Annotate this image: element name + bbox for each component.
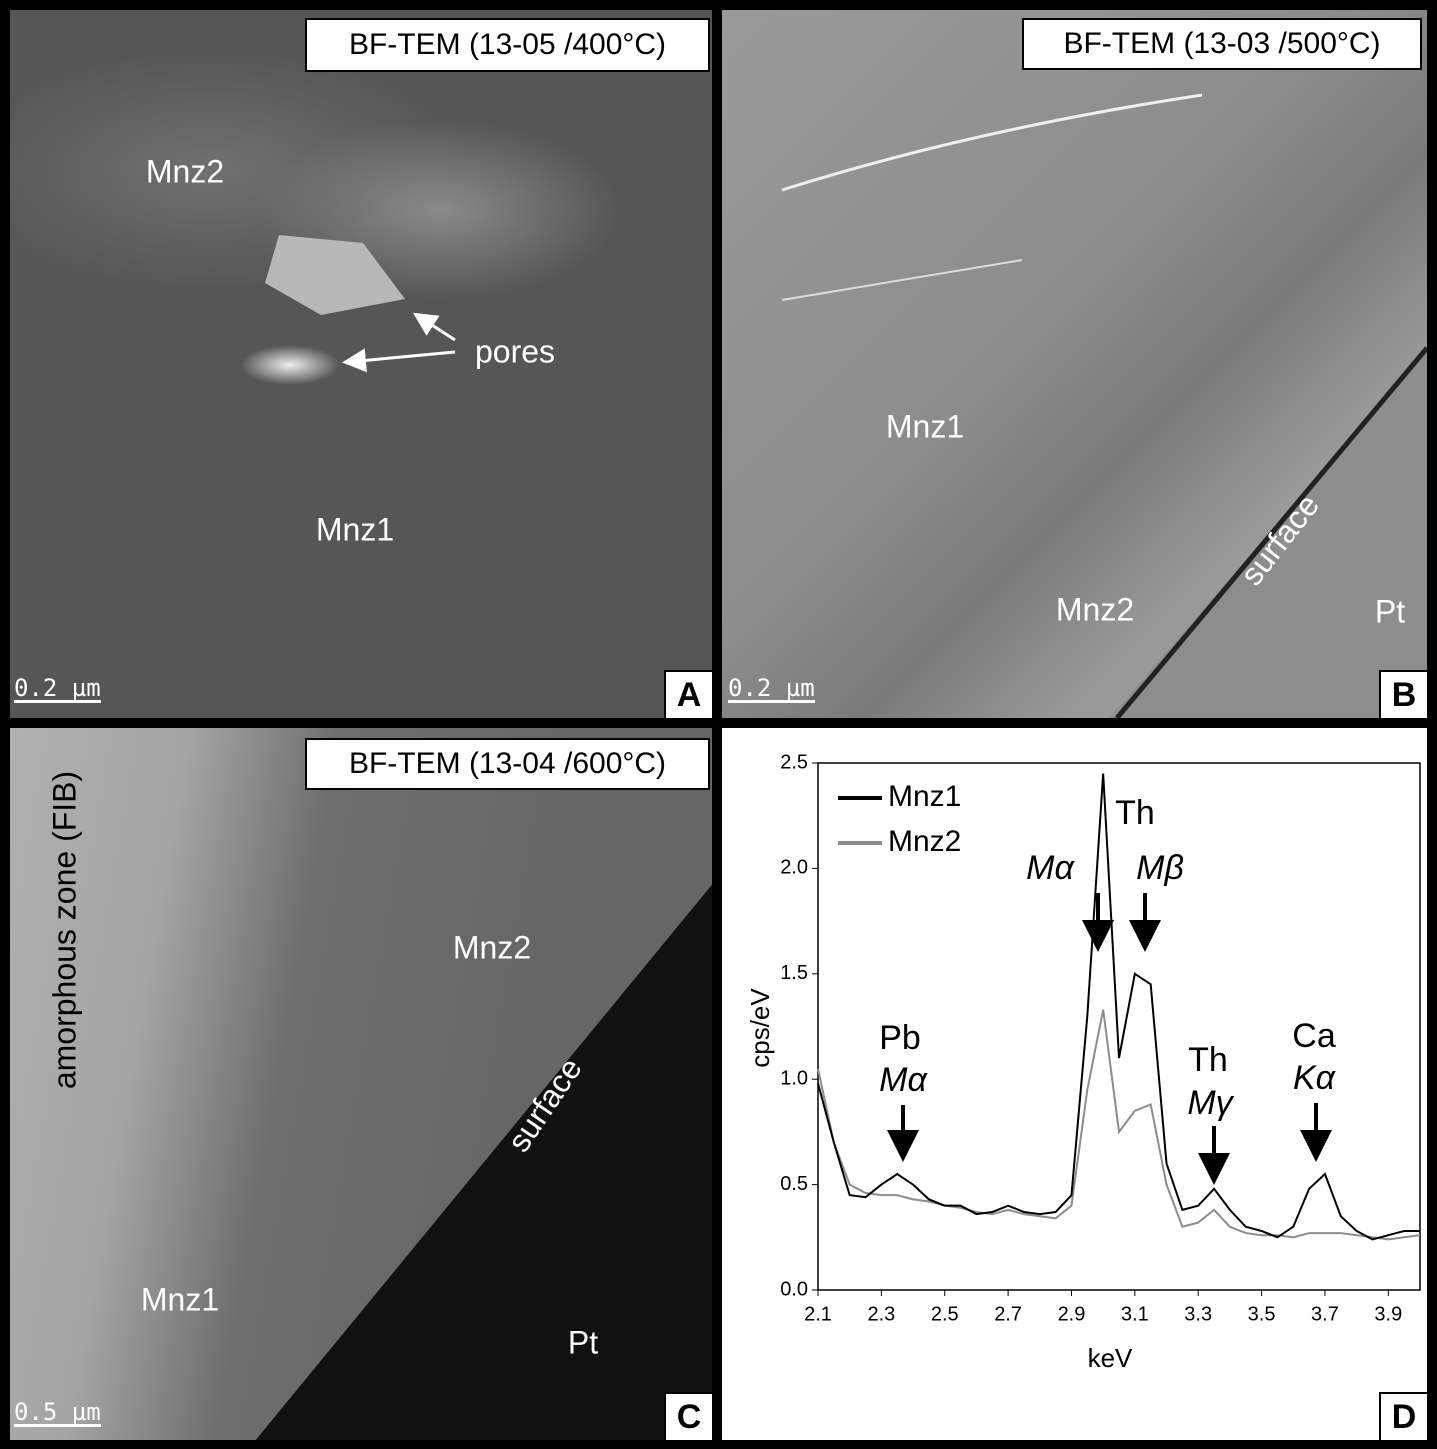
y-tick-label: 2.5	[780, 751, 808, 773]
x-tick-label: 2.7	[994, 1303, 1022, 1325]
phase-label: pores	[475, 334, 555, 371]
x-tick-label: 3.3	[1184, 1303, 1212, 1325]
scale-bar: 0.5 µm	[14, 1400, 101, 1427]
x-tick-label: 2.9	[1058, 1303, 1086, 1325]
panel-letter: D	[1379, 1392, 1427, 1440]
panel-letter: C	[664, 1392, 712, 1440]
phase-label: Mnz1	[316, 512, 394, 549]
annotation: Mγ	[1187, 1084, 1234, 1122]
annotation: Pb	[879, 1019, 921, 1057]
x-tick-label: 3.7	[1311, 1303, 1339, 1325]
annotation: Mα	[879, 1061, 928, 1099]
phase-label: Mnz1	[886, 409, 964, 446]
phase-label: Pt	[1375, 594, 1405, 631]
phase-label: Mnz1	[141, 1282, 219, 1319]
panel-a: BF-TEM (13-05 /400°C) Mnz2 pores Mnz1 0.…	[10, 10, 712, 718]
arrows	[10, 10, 712, 718]
y-axis-label: cps/eV	[745, 988, 775, 1068]
y-tick-label: 0.0	[780, 1278, 808, 1300]
figure: BF-TEM (13-05 /400°C) Mnz2 pores Mnz1 0.…	[0, 0, 1437, 1449]
chart: keV cps/eV 0.0 0.5 1.0 1.5 2.0 2.5 2.1 2.3 2.5 2.…	[722, 728, 1427, 1440]
caption: BF-TEM (13-05 /400°C)	[305, 18, 710, 72]
legend-label: Mnz2	[888, 825, 961, 858]
phase-label: Pt	[568, 1325, 598, 1362]
x-tick-label: 2.3	[867, 1303, 895, 1325]
panel-letter: A	[664, 670, 712, 718]
x-tick-label: 3.5	[1248, 1303, 1276, 1325]
y-tick-label: 2.0	[780, 857, 808, 879]
phase-label: Mnz2	[1056, 592, 1134, 629]
legend-label: Mnz1	[888, 780, 961, 813]
annotation: Kα	[1293, 1059, 1337, 1097]
x-tick-label: 3.1	[1121, 1303, 1149, 1325]
caption: BF-TEM (13-04 /600°C)	[305, 738, 710, 790]
scale-bar: 0.2 µm	[728, 676, 815, 703]
pt-region	[10, 728, 712, 1440]
x-tick-label: 3.9	[1374, 1303, 1402, 1325]
x-tick-label: 2.5	[931, 1303, 959, 1325]
annotation: Th	[1188, 1041, 1228, 1079]
annotation: Th	[1115, 794, 1155, 832]
panel-c: BF-TEM (13-04 /600°C) amorphous zone (FI…	[10, 728, 712, 1440]
arrow	[348, 352, 455, 362]
phase-label: Mnz2	[453, 930, 531, 967]
annotation: Mβ	[1136, 849, 1184, 887]
y-tick-label: 1.5	[780, 962, 808, 984]
annotation: Mα	[1026, 849, 1075, 887]
arrow	[418, 316, 455, 340]
zone-label: amorphous zone (FIB)	[47, 771, 84, 1089]
caption: BF-TEM (13-03 /500°C)	[1022, 18, 1422, 70]
x-axis-label: keV	[1088, 1343, 1133, 1373]
panel-d: keV cps/eV 0.0 0.5 1.0 1.5 2.0 2.5 2.1 2.3 2.5 2.…	[722, 728, 1427, 1440]
y-tick-label: 1.0	[780, 1067, 808, 1089]
y-tick-label: 0.5	[780, 1173, 808, 1195]
phase-label: Mnz2	[146, 154, 224, 191]
panel-letter: B	[1379, 670, 1427, 718]
scale-bar: 0.2 µm	[14, 676, 101, 703]
x-tick-label: 2.1	[804, 1303, 832, 1325]
panel-b: BF-TEM (13-03 /500°C) Mnz1 Mnz2 surface …	[722, 10, 1427, 718]
annotation: Ca	[1292, 1017, 1336, 1055]
